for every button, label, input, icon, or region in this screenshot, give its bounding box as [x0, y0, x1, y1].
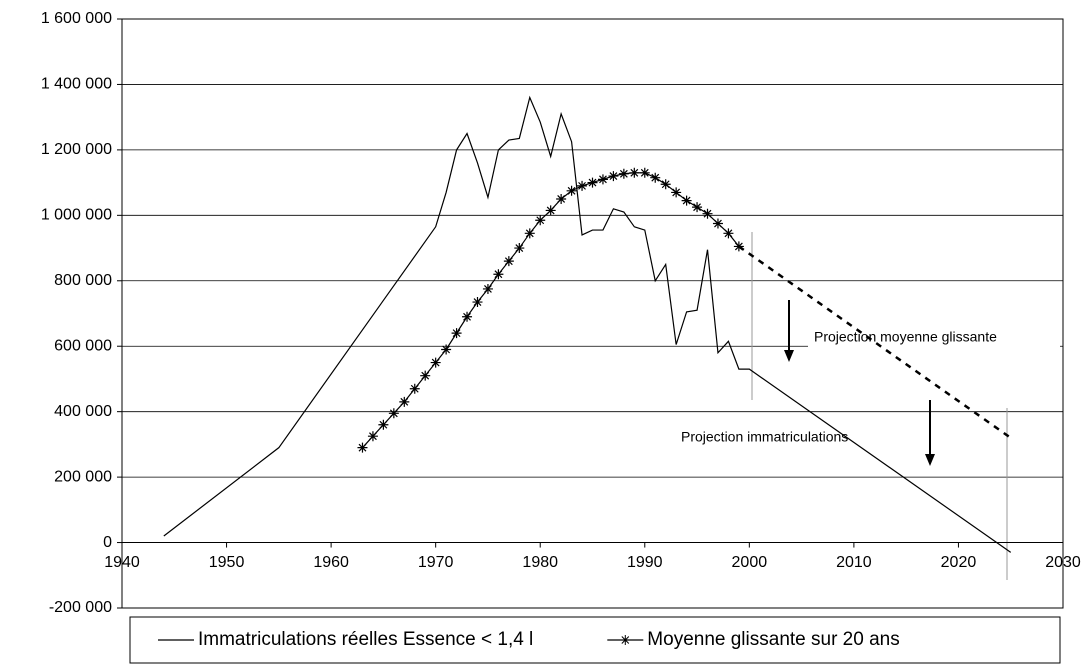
marker: [399, 396, 410, 407]
annotation-bg: [808, 323, 1060, 353]
marker: [472, 297, 483, 308]
legend-marker: [620, 635, 631, 645]
marker: [524, 228, 535, 239]
y-tick-label: 1 400 000: [41, 76, 112, 93]
marker: [514, 243, 525, 254]
marker: [723, 228, 734, 239]
annotation: Projection moyenne glissante: [814, 329, 997, 345]
marker: [441, 344, 452, 355]
marker: [618, 168, 629, 179]
marker: [587, 177, 598, 188]
y-tick-label: 0: [103, 534, 112, 551]
x-tick-label: 2020: [941, 554, 977, 571]
marker: [451, 328, 462, 339]
annotation: Projection immatriculations: [681, 429, 848, 445]
plot-border: [121, 18, 1064, 609]
x-tick-label: 1960: [313, 554, 349, 571]
arrow-head: [784, 350, 794, 362]
marker: [378, 419, 389, 430]
marker: [357, 442, 368, 453]
legend: [129, 616, 1061, 664]
arrow-head: [925, 454, 935, 466]
marker: [639, 167, 650, 178]
y-tick-label: 200 000: [54, 468, 112, 485]
marker: [482, 283, 493, 294]
y-tick-label: 800 000: [54, 272, 112, 289]
x-tick-label: 2010: [836, 554, 872, 571]
x-tick-label: 1940: [104, 554, 140, 571]
marker: [388, 408, 399, 419]
annotation-bg: [676, 424, 906, 452]
marker: [535, 215, 546, 226]
marker: [409, 383, 420, 394]
y-tick-label: -200 000: [49, 599, 112, 616]
marker: [681, 195, 692, 206]
legend-label: Moyenne glissante sur 20 ans: [647, 629, 899, 650]
marker: [493, 269, 504, 280]
marker: [733, 241, 744, 252]
marker: [629, 167, 640, 178]
y-tick-label: 1 600 000: [41, 10, 112, 27]
marker: [430, 357, 441, 368]
marker: [503, 256, 514, 267]
x-tick-label: 1980: [522, 554, 558, 571]
y-tick-label: 600 000: [54, 337, 112, 354]
legend-label: Immatriculations réelles Essence < 1,4 l: [198, 629, 533, 650]
y-tick-label: 1 000 000: [41, 207, 112, 224]
marker: [702, 208, 713, 219]
marker: [712, 218, 723, 229]
series-line: [738, 245, 1012, 439]
marker: [692, 202, 703, 213]
x-tick-label: 2030: [1045, 554, 1081, 571]
marker: [566, 185, 577, 196]
x-tick-label: 1950: [209, 554, 245, 571]
y-tick-label: 1 200 000: [41, 141, 112, 158]
marker: [420, 370, 431, 381]
marker: [367, 431, 378, 442]
marker: [597, 174, 608, 185]
marker: [577, 180, 588, 191]
marker: [545, 205, 556, 216]
marker: [556, 193, 567, 204]
marker: [608, 171, 619, 182]
marker: [650, 172, 661, 183]
marker: [462, 311, 473, 322]
series-line: [163, 95, 1012, 553]
marker: [660, 179, 671, 190]
x-tick-label: 1970: [418, 554, 454, 571]
x-tick-label: 1990: [627, 554, 663, 571]
grid: [122, 18, 1063, 609]
x-tick-label: 2000: [732, 554, 768, 571]
y-tick-label: 400 000: [54, 403, 112, 420]
marker: [671, 187, 682, 198]
